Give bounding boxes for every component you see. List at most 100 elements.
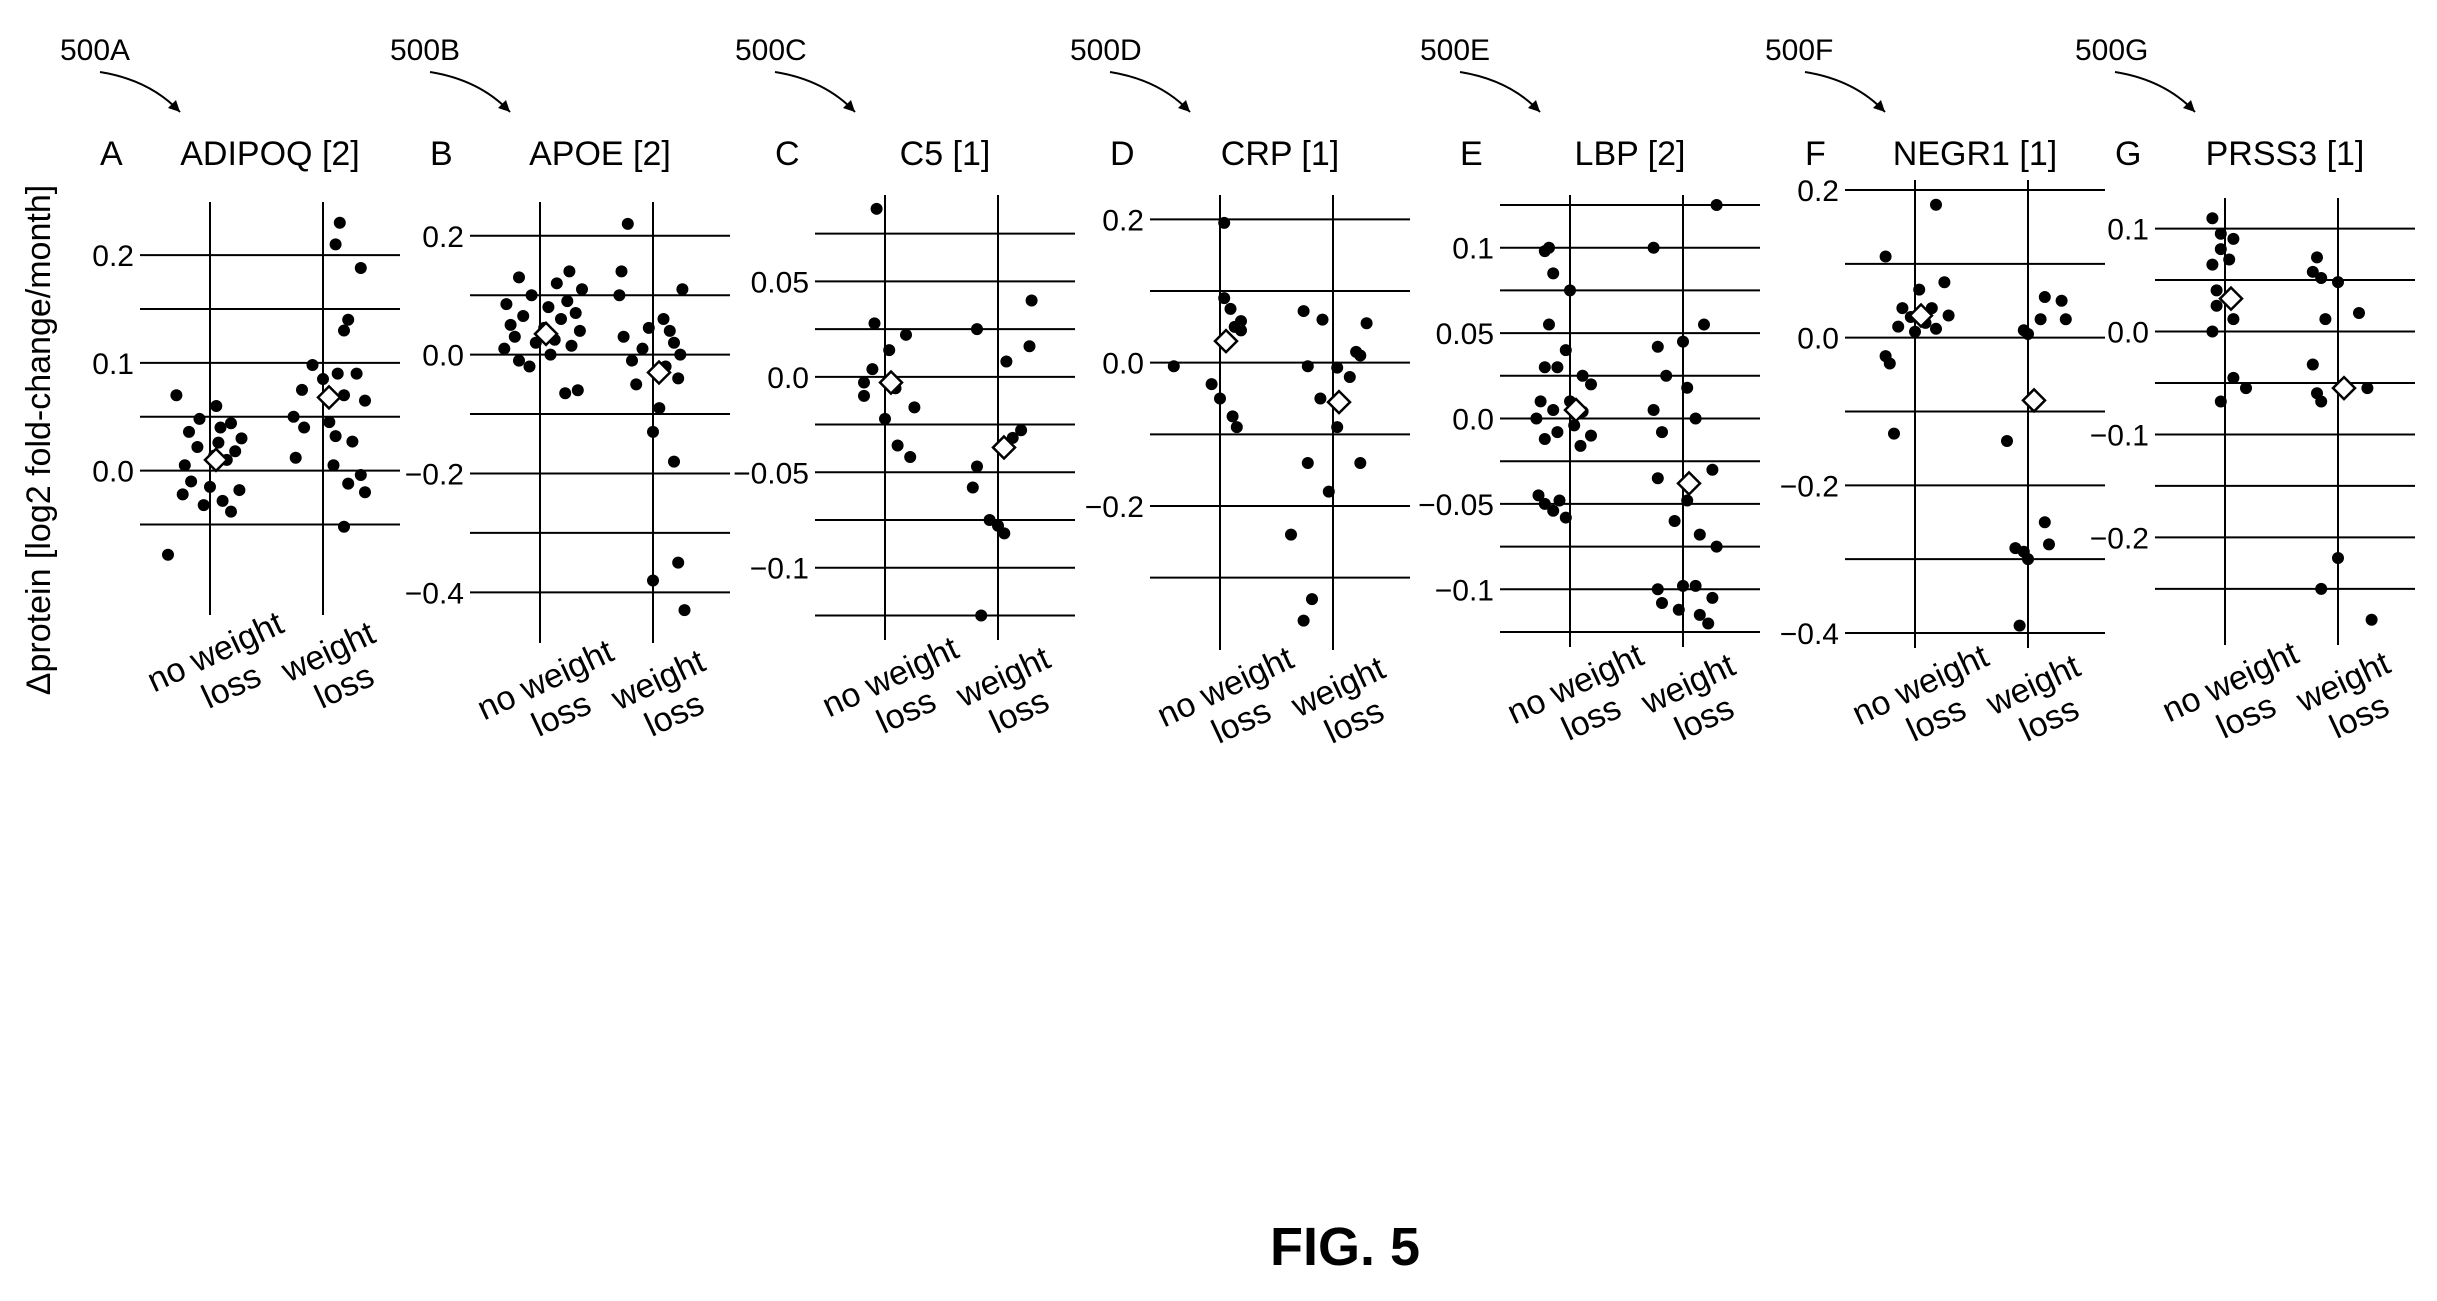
data-point	[1551, 361, 1564, 374]
data-point	[542, 301, 555, 314]
y-tick-label: −0.4	[1780, 618, 1839, 651]
mean-marker	[1676, 470, 1702, 497]
data-point	[1585, 378, 1597, 391]
data-point	[883, 344, 896, 357]
data-point	[216, 494, 229, 507]
data-point	[350, 367, 363, 380]
data-point	[1354, 349, 1367, 362]
data-point	[2315, 582, 2328, 595]
data-point	[354, 468, 367, 481]
data-point	[1647, 403, 1660, 416]
panel-letter: D	[1110, 135, 1135, 173]
panel-title: NEGR1 [1]	[1893, 135, 2057, 173]
y-tick-label: −0.05	[733, 457, 809, 490]
data-point	[1913, 283, 1926, 296]
panel-title: APOE [2]	[529, 135, 671, 173]
data-point	[2206, 325, 2219, 338]
data-point	[1656, 596, 1668, 609]
panel-ref-label: 500G	[2075, 34, 2148, 67]
data-point	[498, 342, 511, 355]
data-point	[2315, 395, 2328, 408]
mean-marker	[878, 369, 904, 396]
data-point	[1681, 381, 1694, 394]
mean-marker	[1908, 302, 1934, 329]
panel-title: ADIPOQ [2]	[180, 135, 360, 173]
data-point	[1706, 463, 1719, 476]
data-point	[2319, 313, 2332, 326]
data-point	[1574, 439, 1587, 452]
data-point	[1651, 340, 1664, 353]
panel-ref-label: 500D	[1070, 34, 1142, 67]
data-point	[1710, 540, 1723, 553]
data-point	[500, 298, 513, 311]
data-point	[1023, 340, 1036, 353]
data-point	[879, 412, 891, 425]
data-point	[1301, 360, 1314, 373]
panel-title: PRSS3 [1]	[2206, 135, 2365, 173]
data-point	[1892, 320, 1905, 333]
data-point	[1689, 412, 1702, 425]
panel-letter: F	[1805, 135, 1826, 173]
data-point	[287, 410, 300, 423]
data-point	[2227, 371, 2240, 384]
data-point	[212, 436, 225, 449]
y-tick-label: 0.0	[422, 340, 464, 373]
data-point	[1930, 198, 1942, 211]
data-point	[329, 238, 342, 251]
data-point	[1896, 302, 1909, 315]
data-point	[1000, 355, 1013, 368]
y-tick-label: 0.0	[1797, 323, 1839, 356]
y-tick-label: −0.05	[1418, 489, 1494, 522]
mean-marker	[2331, 375, 2357, 401]
category-label: weightloss	[605, 642, 728, 753]
data-point	[1677, 579, 1689, 592]
data-point	[225, 417, 237, 430]
data-point	[1322, 485, 1335, 498]
data-point	[214, 421, 227, 434]
y-tick-label: −0.4	[405, 577, 464, 610]
data-point	[1301, 457, 1314, 469]
data-point	[2022, 327, 2034, 340]
category-label: weightloss	[2290, 644, 2413, 755]
data-point	[998, 527, 1011, 540]
data-point	[1660, 369, 1673, 382]
data-point	[1656, 426, 1668, 439]
data-point	[185, 475, 198, 488]
y-tick-label: 0.0	[1102, 348, 1144, 381]
data-point	[225, 505, 237, 518]
data-point	[170, 389, 183, 402]
data-point	[1553, 494, 1566, 507]
y-tick-label: −0.2	[1085, 491, 1144, 524]
figure-label: FIG. 5	[1270, 1217, 1420, 1277]
data-point	[296, 383, 308, 396]
data-point	[576, 283, 588, 296]
data-point	[615, 265, 628, 278]
data-point	[1306, 593, 1318, 606]
data-point	[235, 432, 248, 445]
panel-title: CRP [1]	[1221, 135, 1339, 173]
data-point	[550, 277, 563, 290]
data-point	[1677, 335, 1689, 348]
y-tick-label: 0.1	[92, 348, 134, 381]
data-point	[1331, 361, 1344, 374]
mean-marker	[2218, 285, 2244, 312]
data-point	[2055, 294, 2068, 307]
y-tick-label: 0.0	[767, 362, 809, 395]
data-point	[891, 439, 904, 452]
data-point	[233, 484, 246, 497]
data-point	[1226, 410, 1239, 423]
data-point	[1532, 489, 1545, 502]
ref-arrow	[99, 71, 181, 113]
data-point	[338, 389, 350, 402]
category-label: weightloss	[950, 639, 1073, 750]
data-point	[525, 289, 538, 302]
data-point	[1879, 250, 1892, 263]
data-point	[338, 520, 350, 533]
data-point	[904, 451, 917, 463]
data-point	[2353, 306, 2365, 319]
data-point	[1015, 424, 1028, 437]
data-point	[354, 262, 367, 275]
data-point	[908, 401, 921, 414]
data-point	[1543, 318, 1555, 331]
